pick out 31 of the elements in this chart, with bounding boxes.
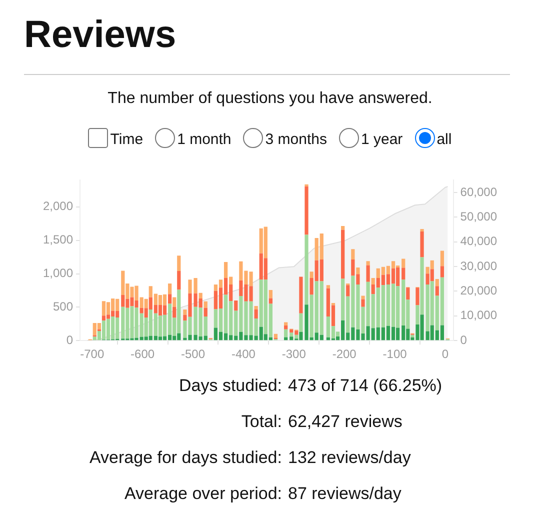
y2-tick-label: 30,000	[460, 258, 498, 273]
text: Time	[110, 131, 144, 148]
text: Days studied: 473 of 714 (66.25%)	[178, 375, 444, 397]
y-tick-label: 1,500	[43, 232, 74, 247]
x-tick-label: -400	[231, 347, 256, 362]
x-tick-label: -600	[130, 347, 155, 362]
y-tick-label: 0	[66, 332, 74, 347]
y-tick-label: 500	[53, 299, 74, 314]
x-tick-label: -100	[382, 347, 408, 362]
x-tick-label: -700	[80, 347, 104, 362]
y2-tick-label: 40,000	[460, 234, 498, 248]
y2-tick-label: 20,000	[460, 284, 498, 298]
text: 1 month	[177, 131, 232, 148]
y2-tick-label: 60,000	[460, 184, 498, 199]
text: 3 months	[265, 131, 327, 148]
text: 1 year	[360, 131, 403, 148]
chart-subtitle: The number of questions you have answered.	[106, 90, 434, 108]
y-tick-label: 2,000	[43, 199, 74, 214]
y-tick-label: 1,000	[43, 266, 74, 280]
text: Average over period: 87 reviews/day	[123, 483, 402, 505]
text: all	[436, 131, 452, 148]
y2-tick-label: 50,000	[460, 210, 498, 224]
y2-tick-label: 0	[460, 332, 468, 347]
x-tick-label: 0	[442, 347, 449, 362]
x-tick-label: -200	[332, 347, 357, 362]
text: Average for days studied: 132 reviews/day	[88, 447, 412, 469]
x-tick-label: -300	[282, 347, 306, 362]
text: Total: 62,427 reviews	[240, 411, 404, 433]
chart-title: Reviews	[24, 14, 176, 57]
x-tick-label: -500	[181, 347, 206, 362]
y2-tick-label: 10,000	[460, 308, 498, 322]
